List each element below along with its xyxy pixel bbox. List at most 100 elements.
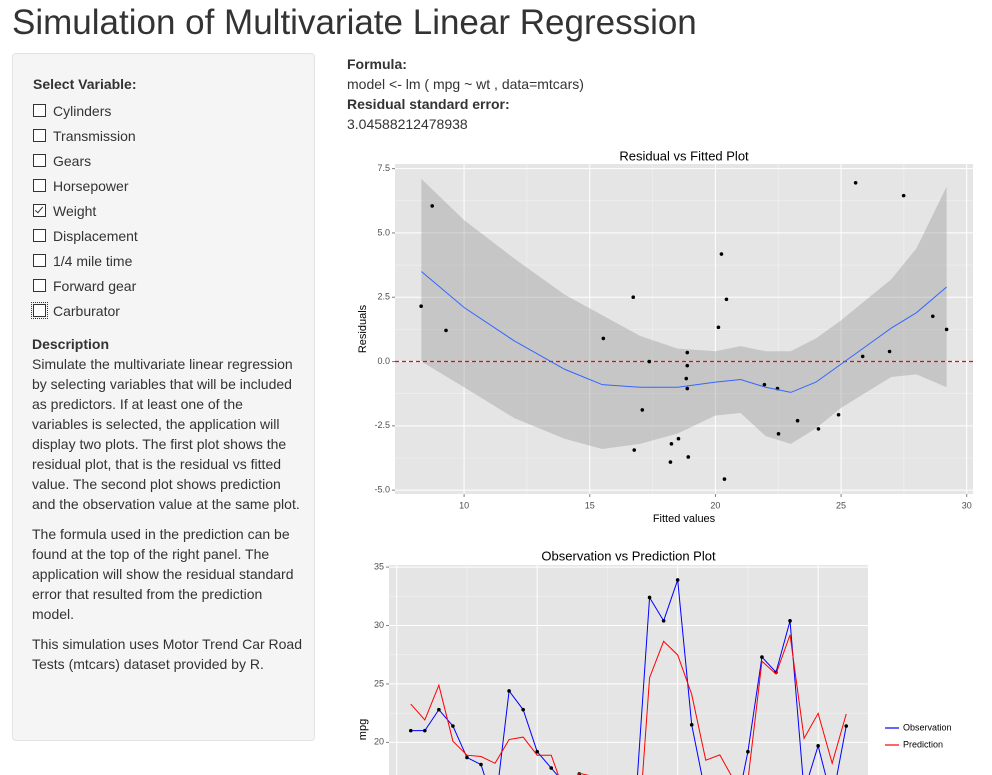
point bbox=[408, 728, 413, 733]
checkbox-option[interactable]: Weight bbox=[33, 198, 138, 223]
rse: 3.04588212478938 bbox=[347, 116, 468, 132]
point bbox=[686, 455, 691, 459]
y-tick-label: -5.0 bbox=[374, 485, 390, 495]
point bbox=[944, 327, 949, 332]
checkbox-label[interactable]: 1/4 mile time bbox=[53, 252, 133, 269]
point bbox=[762, 382, 767, 387]
checkbox-option[interactable]: Horsepower bbox=[33, 173, 138, 198]
checkbox[interactable] bbox=[31, 302, 48, 319]
main-panel: Formula: model <- lm ( mpg ~ wt , data=m… bbox=[347, 54, 584, 134]
checkbox[interactable] bbox=[33, 204, 46, 217]
rse-label: Residual standard error: bbox=[347, 96, 510, 112]
paragraph: The formula used in the prediction can b… bbox=[32, 526, 294, 622]
formula: model <- lm ( mpg ~ wt , data=mtcars) bbox=[347, 76, 584, 92]
options: Cylinders Transmission Gears Horsepower Weig… bbox=[31, 98, 138, 323]
point bbox=[788, 619, 792, 623]
point bbox=[631, 295, 636, 300]
point bbox=[521, 707, 525, 712]
point bbox=[860, 354, 865, 359]
point bbox=[601, 336, 606, 341]
point bbox=[451, 724, 455, 728]
point bbox=[689, 723, 694, 727]
point bbox=[685, 386, 690, 391]
select-label: Select Variable: bbox=[33, 76, 137, 92]
point bbox=[684, 376, 689, 381]
point bbox=[661, 619, 666, 623]
point bbox=[437, 707, 441, 712]
checkbox[interactable] bbox=[33, 104, 46, 117]
y-tick-label: -2.5 bbox=[374, 420, 390, 430]
description-title: Description bbox=[32, 336, 110, 352]
checkbox[interactable] bbox=[33, 254, 46, 267]
smooth-line bbox=[421, 271, 947, 393]
x-tick-label: 20 bbox=[710, 500, 720, 510]
checkbox-option[interactable]: Forward gear bbox=[33, 273, 138, 298]
y-tick-label: 7.5 bbox=[377, 163, 390, 173]
legend-label: Prediction bbox=[903, 739, 943, 749]
x-tick-label: 10 bbox=[459, 500, 469, 510]
checkbox-label[interactable]: Cylinders bbox=[53, 102, 112, 119]
checkbox-option[interactable]: Displacement bbox=[33, 223, 138, 248]
checkbox-option[interactable]: Carburator bbox=[31, 298, 138, 323]
point bbox=[776, 432, 781, 436]
point bbox=[719, 252, 724, 256]
checkbox-label[interactable]: Weight bbox=[53, 202, 97, 219]
checkbox-label[interactable]: Displacement bbox=[53, 227, 138, 244]
point bbox=[795, 418, 800, 423]
checkbox[interactable] bbox=[33, 279, 46, 292]
plot-panel bbox=[389, 565, 868, 775]
point bbox=[419, 304, 423, 309]
checkbox-option[interactable]: 1/4 mile time bbox=[33, 248, 138, 273]
point bbox=[640, 408, 645, 412]
y-tick-label: 5.0 bbox=[377, 227, 390, 237]
checkbox-label[interactable]: Carburator bbox=[53, 302, 120, 319]
point bbox=[853, 180, 858, 185]
plot-panel bbox=[395, 164, 973, 494]
plot-title: Residual vs Fitted Plot bbox=[619, 148, 749, 163]
point bbox=[844, 724, 849, 728]
point bbox=[423, 728, 427, 733]
paragraph: This simulation uses Motor Trend Car Roa… bbox=[32, 636, 302, 672]
x-tick-label: 30 bbox=[962, 500, 972, 510]
y-tick-label: 25 bbox=[374, 678, 384, 688]
point bbox=[507, 689, 511, 693]
checkbox-label[interactable]: Forward gear bbox=[53, 277, 137, 294]
point bbox=[669, 442, 674, 446]
point bbox=[887, 349, 892, 354]
checkbox-option[interactable]: Gears bbox=[33, 148, 138, 173]
x-axis-title: Fitted values bbox=[653, 513, 716, 525]
formula-label: Formula: bbox=[347, 56, 407, 72]
y-tick-label: 20 bbox=[374, 737, 384, 747]
point bbox=[675, 578, 680, 582]
checkbox-label[interactable]: Gears bbox=[53, 152, 92, 169]
x-tick-label: 25 bbox=[836, 500, 846, 510]
point bbox=[430, 204, 434, 208]
checkbox[interactable] bbox=[33, 154, 46, 167]
point bbox=[930, 314, 935, 319]
point bbox=[716, 325, 721, 330]
checkbox[interactable] bbox=[33, 179, 46, 192]
point bbox=[479, 762, 483, 767]
point bbox=[668, 460, 673, 464]
checkbox[interactable] bbox=[33, 229, 46, 242]
point bbox=[760, 655, 764, 659]
point bbox=[724, 297, 729, 302]
point bbox=[676, 436, 681, 441]
point bbox=[685, 350, 690, 355]
point bbox=[746, 749, 750, 754]
checkbox[interactable] bbox=[33, 129, 46, 142]
legend-label: Observation bbox=[903, 722, 952, 732]
point bbox=[901, 193, 906, 198]
checkbox-label[interactable]: Transmission bbox=[53, 127, 136, 144]
point bbox=[722, 477, 727, 481]
point bbox=[647, 595, 652, 600]
checkbox-option[interactable]: Cylinders bbox=[33, 98, 138, 123]
plot-title: Observation vs Prediction Plot bbox=[541, 548, 716, 563]
checkbox-label[interactable]: Horsepower bbox=[53, 177, 129, 194]
checkbox-option[interactable]: Transmission bbox=[33, 123, 138, 148]
series-line bbox=[410, 579, 847, 775]
series-line bbox=[410, 634, 847, 775]
y-tick-label: 2.5 bbox=[377, 292, 390, 302]
